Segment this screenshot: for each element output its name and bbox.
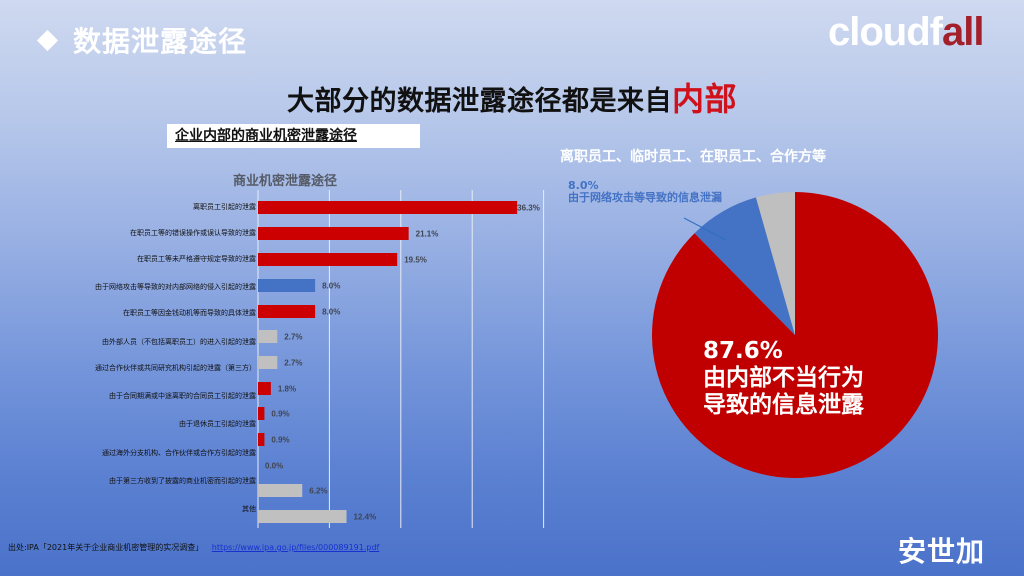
- headline-main: 大部分的数据泄露途径都是来自: [286, 86, 672, 117]
- pie-subtitle: 离职员工、临时员工、在职员工、合作方等: [560, 149, 826, 165]
- brand-logo: cloudf all: [828, 8, 984, 56]
- slide-title-text: 数据泄露途径: [73, 25, 248, 58]
- pie-callout: 8.0% 由于网络攻击等导致的信息泄漏: [568, 180, 728, 204]
- source-link[interactable]: https://www.ipa.go.jp/files/000089191.pd…: [211, 543, 380, 552]
- headline-accent: 内部: [671, 80, 737, 118]
- brand-logo-part2: all: [941, 9, 984, 54]
- pie-callout-label: 由于网络攻击等导致的信息泄漏: [568, 191, 722, 204]
- footer-brand-logo: 安世加: [898, 535, 986, 568]
- headline: 大部分的数据泄露途径都是来自内部: [0, 74, 1024, 120]
- pie-main-label: 87.6% 由内部不当行为 导致的信息泄露: [703, 338, 864, 419]
- source-citation: 出处:IPA「2021年关于企业商业机密管理的实况调查」 https://www…: [8, 542, 379, 553]
- brand-logo-part1: cloudf: [828, 9, 943, 54]
- pie-callout-value: 8.0%: [568, 179, 599, 192]
- pie-slices: [652, 192, 938, 479]
- pie-main-label-line2: 导致的信息泄露: [703, 392, 864, 418]
- left-subhead: 企业内部的商业机密泄露途径: [167, 124, 420, 148]
- source-text: 出处:IPA「2021年关于企业商业机密管理的实况调查」: [8, 543, 204, 552]
- pie-slice: [694, 197, 795, 335]
- bar-chart-title: 商业机密泄露途径: [232, 174, 337, 189]
- pie-slice: [755, 192, 795, 335]
- pie-main-label-line1: 由内部不当行为: [703, 365, 864, 391]
- pie-main-value: 87.6%: [703, 338, 783, 364]
- pie-callout-leader-line: [683, 217, 727, 241]
- slide-title: 数据泄露途径: [36, 20, 248, 60]
